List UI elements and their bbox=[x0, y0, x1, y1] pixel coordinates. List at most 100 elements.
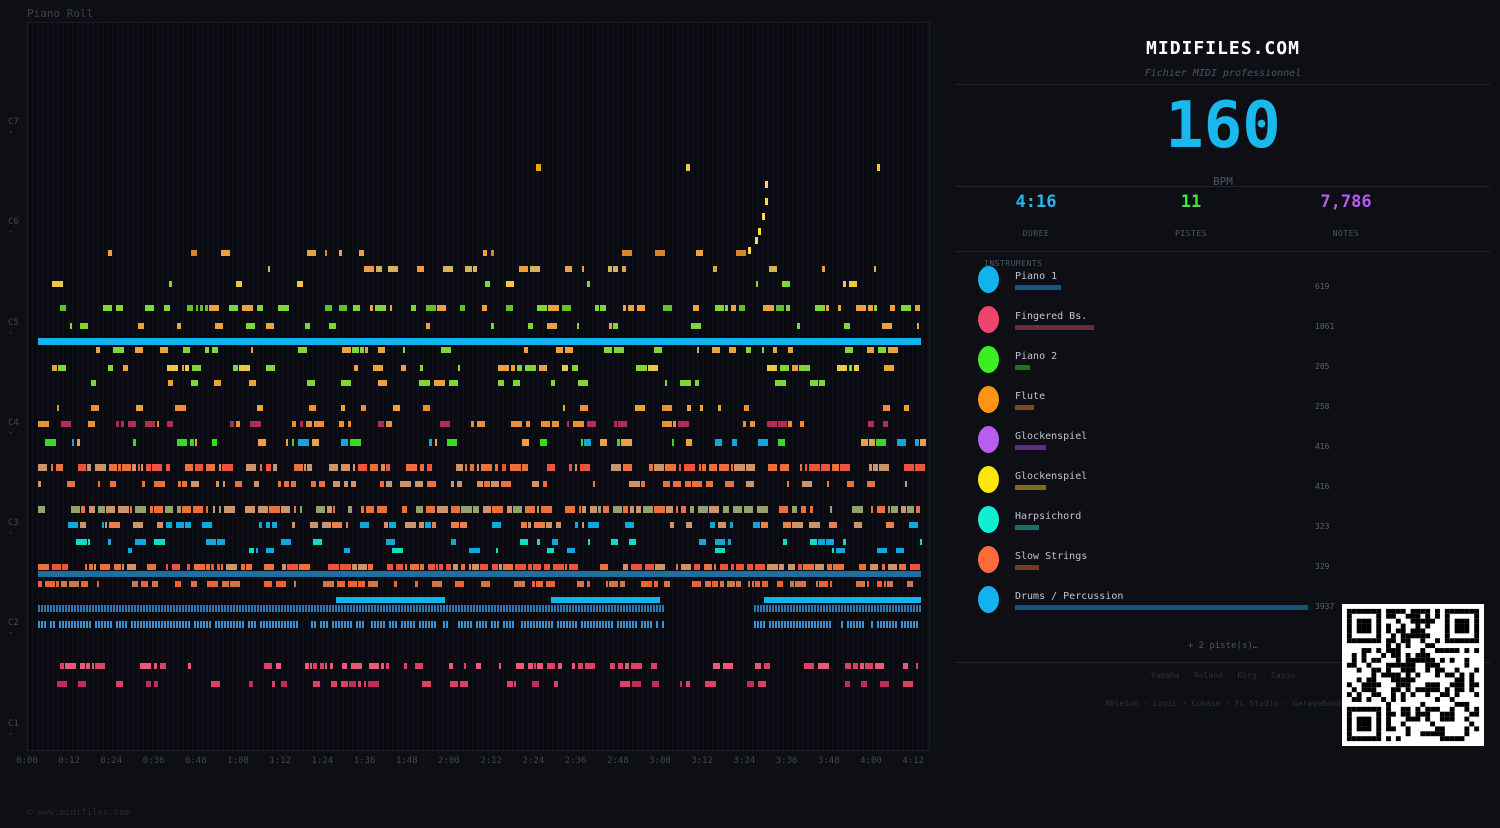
midi-note bbox=[59, 605, 61, 612]
midi-note bbox=[913, 605, 915, 612]
midi-note bbox=[680, 380, 691, 386]
midi-note bbox=[154, 539, 165, 545]
midi-note bbox=[540, 439, 547, 446]
midi-note bbox=[528, 663, 533, 669]
midi-note bbox=[803, 564, 814, 570]
midi-note bbox=[175, 581, 181, 587]
midi-note bbox=[194, 621, 196, 628]
midi-note bbox=[432, 581, 442, 587]
midi-note bbox=[743, 421, 746, 427]
stat-label: DUREE bbox=[1022, 229, 1050, 238]
midi-note bbox=[320, 605, 322, 612]
midi-note bbox=[916, 506, 920, 513]
midi-note bbox=[380, 481, 384, 487]
midi-note bbox=[628, 305, 634, 311]
midi-note bbox=[503, 564, 513, 570]
instrument-row[interactable]: Glockenspiel 416 bbox=[978, 466, 1338, 506]
midi-note bbox=[565, 266, 572, 272]
midi-note bbox=[575, 464, 577, 471]
midi-note bbox=[654, 506, 665, 513]
instrument-row[interactable]: Flute 258 bbox=[978, 386, 1338, 426]
midi-note bbox=[437, 605, 439, 612]
midi-note bbox=[713, 266, 717, 272]
midi-note bbox=[235, 481, 242, 487]
midi-note bbox=[763, 605, 765, 612]
midi-note bbox=[920, 439, 926, 446]
midi-note bbox=[415, 581, 418, 587]
midi-note bbox=[365, 347, 368, 353]
midi-note bbox=[138, 323, 144, 329]
midi-note bbox=[309, 405, 316, 411]
midi-note bbox=[388, 266, 398, 272]
midi-note bbox=[600, 564, 608, 570]
midi-note bbox=[731, 564, 734, 570]
midi-note bbox=[491, 621, 493, 628]
instrument-row[interactable]: Glockenspiel 416 bbox=[978, 426, 1338, 466]
midi-note bbox=[95, 605, 97, 612]
midi-note bbox=[470, 605, 472, 612]
midi-note bbox=[533, 605, 535, 612]
midi-note bbox=[216, 481, 219, 487]
midi-note bbox=[663, 305, 672, 311]
midi-note bbox=[38, 621, 40, 628]
midi-note bbox=[94, 564, 96, 570]
midi-note bbox=[647, 605, 649, 612]
midi-note bbox=[884, 365, 894, 371]
midi-note bbox=[464, 605, 466, 612]
instrument-row[interactable]: Fingered Bs. 1061 bbox=[978, 306, 1338, 346]
midi-note bbox=[498, 365, 509, 371]
midi-note bbox=[617, 605, 619, 612]
midi-note bbox=[195, 464, 203, 471]
midi-note bbox=[641, 605, 643, 612]
midi-note bbox=[233, 605, 235, 612]
midi-note bbox=[145, 421, 155, 427]
midi-note bbox=[517, 365, 522, 371]
instrument-color-dot bbox=[978, 586, 999, 613]
midi-note bbox=[179, 605, 181, 612]
midi-note bbox=[266, 323, 274, 329]
instrument-row[interactable]: Piano 1 619 bbox=[978, 266, 1338, 306]
midi-note bbox=[290, 621, 292, 628]
midi-note bbox=[278, 621, 280, 628]
midi-note bbox=[293, 621, 295, 628]
midi-note bbox=[404, 605, 406, 612]
midi-note bbox=[86, 663, 90, 669]
instrument-note-bar bbox=[1015, 445, 1046, 450]
midi-note bbox=[281, 681, 287, 687]
instrument-note-bar bbox=[1015, 365, 1030, 370]
midi-note bbox=[222, 581, 229, 587]
midi-note bbox=[128, 605, 130, 612]
midi-note bbox=[326, 605, 328, 612]
midi-note bbox=[453, 564, 458, 570]
midi-note bbox=[258, 506, 268, 513]
midi-note bbox=[710, 522, 715, 528]
midi-note bbox=[437, 305, 446, 311]
instrument-row[interactable]: Drums / Percussion 3937 bbox=[978, 586, 1338, 626]
midi-note bbox=[695, 380, 699, 386]
midi-note bbox=[83, 605, 85, 612]
midi-note bbox=[341, 380, 351, 386]
midi-note bbox=[732, 439, 737, 446]
midi-note bbox=[455, 605, 457, 612]
instrument-row[interactable]: Piano 2 205 bbox=[978, 346, 1338, 386]
midi-note bbox=[344, 548, 350, 553]
midi-note bbox=[522, 439, 529, 446]
midi-note bbox=[190, 439, 194, 446]
midi-note bbox=[697, 347, 699, 353]
midi-note bbox=[626, 621, 628, 628]
midi-note bbox=[88, 539, 90, 545]
midi-note bbox=[853, 663, 858, 669]
stat-value: 4:16 bbox=[1015, 192, 1057, 212]
midi-note bbox=[116, 305, 123, 311]
instrument-row[interactable]: Slow Strings 329 bbox=[978, 546, 1338, 586]
midi-note bbox=[580, 405, 588, 411]
midi-note bbox=[910, 621, 912, 628]
midi-note bbox=[352, 564, 357, 570]
midi-note bbox=[651, 663, 657, 669]
piano-roll[interactable] bbox=[27, 22, 930, 751]
midi-note bbox=[214, 380, 221, 386]
instrument-row[interactable]: Harpsichord 323 bbox=[978, 506, 1338, 546]
midi-note bbox=[871, 621, 873, 628]
midi-note bbox=[816, 581, 818, 587]
midi-note bbox=[458, 605, 460, 612]
